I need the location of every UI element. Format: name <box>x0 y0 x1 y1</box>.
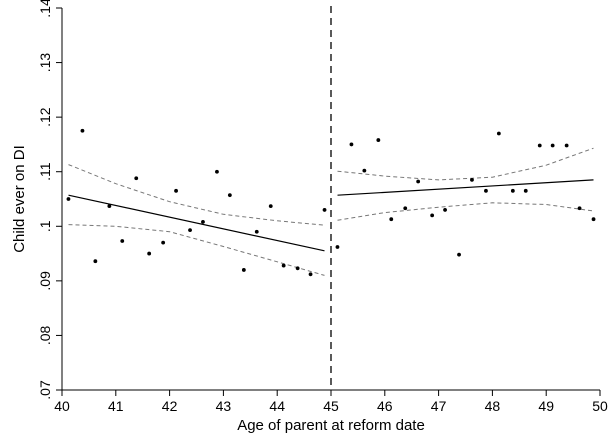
data-point <box>470 178 474 182</box>
data-point <box>523 188 528 193</box>
data-point <box>241 268 246 272</box>
y-tick-label: .08 <box>37 325 53 345</box>
y-tick-label: .14 <box>37 0 53 18</box>
y-tick-label: .09 <box>37 271 53 291</box>
data-point <box>161 240 166 245</box>
y-tick-label: .1 <box>37 220 53 232</box>
y-tick-label: .13 <box>37 53 53 73</box>
data-point <box>120 239 125 243</box>
data-point <box>362 168 367 173</box>
data-point <box>537 143 542 148</box>
data-point <box>484 188 488 193</box>
ci-lower-line <box>337 202 594 221</box>
x-ticks: 40 41 42 43 44 45 46 47 48 49 50 <box>54 390 608 414</box>
data-point <box>93 259 98 264</box>
data-point <box>147 251 152 256</box>
data-point <box>591 217 596 222</box>
y-tick-label: .12 <box>37 107 53 127</box>
data-point <box>430 213 435 218</box>
confidence-bands <box>68 147 594 276</box>
y-tick-label: .11 <box>37 162 53 181</box>
data-point <box>550 143 555 148</box>
data-point <box>254 229 259 234</box>
x-axis-title: Age of parent at reform date <box>237 417 425 434</box>
data-point <box>227 193 232 198</box>
x-tick-label: 49 <box>538 398 554 414</box>
x-tick-label: 46 <box>377 398 393 414</box>
x-tick-label: 40 <box>54 398 70 414</box>
data-point <box>335 245 340 249</box>
x-tick-label: 48 <box>485 398 501 414</box>
data-point <box>281 263 286 268</box>
ci-upper-line <box>337 147 594 181</box>
y-axis-title: Child ever on DI <box>11 145 28 253</box>
data-point <box>496 131 501 136</box>
data-point <box>443 208 447 212</box>
data-point <box>389 217 394 222</box>
data-point <box>403 206 408 211</box>
fit-lines <box>68 179 594 252</box>
x-tick-label: 41 <box>108 398 124 414</box>
data-point <box>188 228 192 233</box>
data-point <box>134 176 139 181</box>
data-point <box>577 206 582 211</box>
x-tick-label: 45 <box>323 398 339 414</box>
data-point <box>376 138 381 142</box>
data-point <box>215 169 219 174</box>
data-point <box>201 220 205 224</box>
ci-upper-line <box>68 164 325 226</box>
data-point <box>416 179 421 184</box>
x-tick-label: 47 <box>431 398 447 414</box>
fit-line <box>68 194 325 252</box>
x-tick-label: 43 <box>216 398 232 414</box>
fit-line <box>337 179 594 196</box>
x-tick-label: 50 <box>592 398 608 414</box>
x-tick-label: 44 <box>269 398 285 414</box>
data-point <box>322 208 327 212</box>
data-point <box>107 204 112 208</box>
data-point <box>349 142 354 147</box>
y-tick-label: .07 <box>37 380 53 400</box>
data-point <box>268 204 273 208</box>
data-point <box>308 272 313 277</box>
data-point <box>564 143 569 148</box>
y-ticks: .07 .08 .09 .1 .11 .12 .13 .14 <box>37 0 62 400</box>
x-tick-label: 42 <box>162 398 178 414</box>
data-point <box>457 252 461 257</box>
data-points <box>66 128 596 277</box>
data-point <box>66 197 71 201</box>
data-point <box>174 188 178 193</box>
data-point <box>295 266 300 271</box>
data-point <box>80 128 85 133</box>
ci-lower-line <box>68 224 325 276</box>
data-point <box>510 188 515 193</box>
